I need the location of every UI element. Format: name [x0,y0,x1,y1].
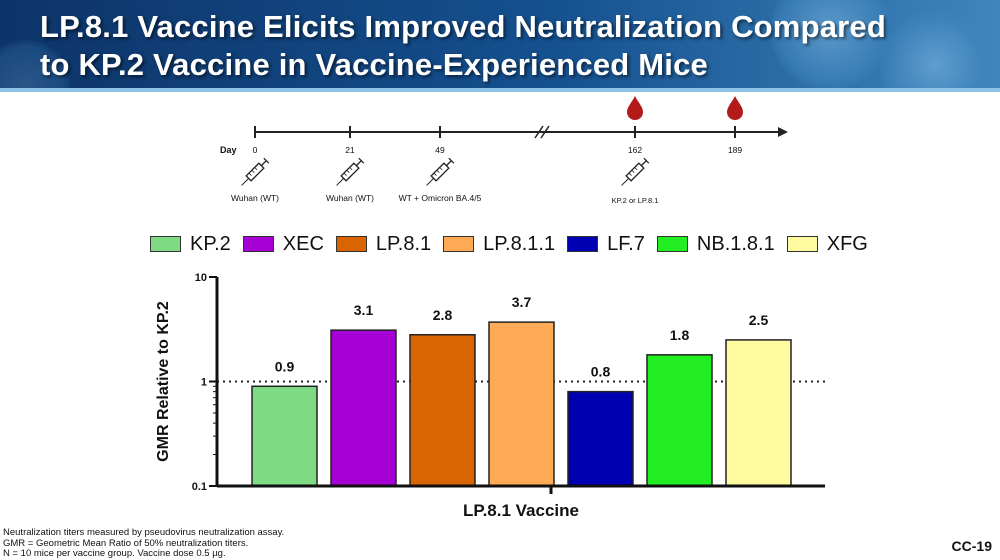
legend-label: LF.7 [607,232,645,255]
timeline-day-label: 49 [435,145,445,155]
timeline-vaccine-label: Wuhan (WT) [231,193,279,203]
y-axis-title: GMR Relative to KP.2 [155,301,172,462]
legend-label: XEC [282,232,324,255]
slide-number: CC-19 [951,538,992,554]
bar-chart: 0.9 3.1 2.8 3.7 0.8 1.8 2.5 10 1 0.1 GMR Relative … [155,272,825,520]
timeline-vaccine-label: Wuhan (WT) [326,193,374,203]
legend-swatch [335,236,367,252]
legend-swatch [656,236,688,252]
timeline-day-label: 0 [253,145,258,155]
legend-label: LP.8.1.1 [483,232,556,255]
legend-label: XFG [826,232,868,255]
footnote-3: N = 10 mice per vaccine group. Vaccine d… [3,548,226,559]
syringe-icon [336,157,365,186]
legend-item: KP.2 [150,233,231,256]
legend-item: LP.8.1 [335,232,432,256]
legend-item: LF.7 [567,233,645,256]
title-banner: LP.8.1 Vaccine Elicits Improved Neutrali… [0,0,1000,92]
timeline-day-label: 162 [628,145,642,155]
legend-swatch [242,236,274,252]
data-label: 3.1 [354,302,374,318]
data-label: 3.7 [512,294,532,310]
footnotes: Neutralization titers measured by pseudo… [3,527,285,560]
y-tick-label: 10 [195,272,207,284]
legend-swatch [443,236,475,252]
legend-item: XEC [242,232,324,256]
legend-item: LP.8.1.1 [443,233,555,256]
blood-drop-icon [627,96,643,120]
blood-drop-icon [727,96,743,120]
bar [251,385,318,487]
bar [567,390,634,487]
page-title: LP.8.1 Vaccine Elicits Improved Neutrali… [40,8,970,84]
virus-decoration-icon [880,10,990,92]
legend-item: XFG [786,232,868,256]
timeline-vaccine-label: KP.2 or LP.8.1 [612,196,659,205]
bar [330,329,397,487]
legend-swatch [567,236,599,252]
y-tick-label: 0.1 [192,481,207,493]
header-divider [0,88,1000,92]
legend-swatch [150,236,181,252]
legend-item: NB.1.8.1 [656,232,775,256]
syringe-icon [241,157,270,186]
legend-label: LP.8.1 [375,232,432,255]
bar [409,334,476,487]
x-axis-title: LP.8.1 Vaccine [463,501,579,520]
timeline-day-label: 21 [345,145,355,155]
legend-label: NB.1.8.1 [696,232,775,255]
study-timeline: Day 0 Wuhan (WT) 21 Wuhan (WT) 49 WT + Omicron… [220,96,788,205]
chart-legend: KP.2 XEC LP.8.1 LP.8.1.1 LF.7 NB.1.8.1 XFG [150,231,880,257]
footnote-2: GMR = Geometric Mean Ratio of 50% neutra… [3,537,249,549]
bar [488,321,555,487]
title-line-2: to KP.2 Vaccine in Vaccine-Experienced M… [40,47,708,82]
title-line-1: LP.8.1 Vaccine Elicits Improved Neutrali… [40,9,886,44]
data-label: 2.8 [433,307,453,323]
timeline-vaccine-label: WT + Omicron BA.4/5 [399,193,482,203]
footnote-1: Neutralization titers measured by pseudo… [3,527,285,538]
data-label: 2.5 [749,312,769,328]
legend-label: KP.2 [190,232,231,255]
data-label: 0.9 [275,358,295,374]
timeline-day-label: 189 [728,145,742,155]
data-label: 0.8 [591,364,611,380]
axis-break-mark [540,125,550,139]
y-tick-label: 1 [201,377,207,389]
data-label: 1.8 [670,327,690,343]
bar [646,354,713,487]
timeline-arrow-icon [778,127,788,137]
axis-break-mark [534,125,544,139]
timeline-axis-label: Day [220,145,237,155]
syringe-icon [621,157,650,186]
syringe-icon [426,157,455,186]
legend-swatch [786,236,818,252]
bar [725,339,792,487]
